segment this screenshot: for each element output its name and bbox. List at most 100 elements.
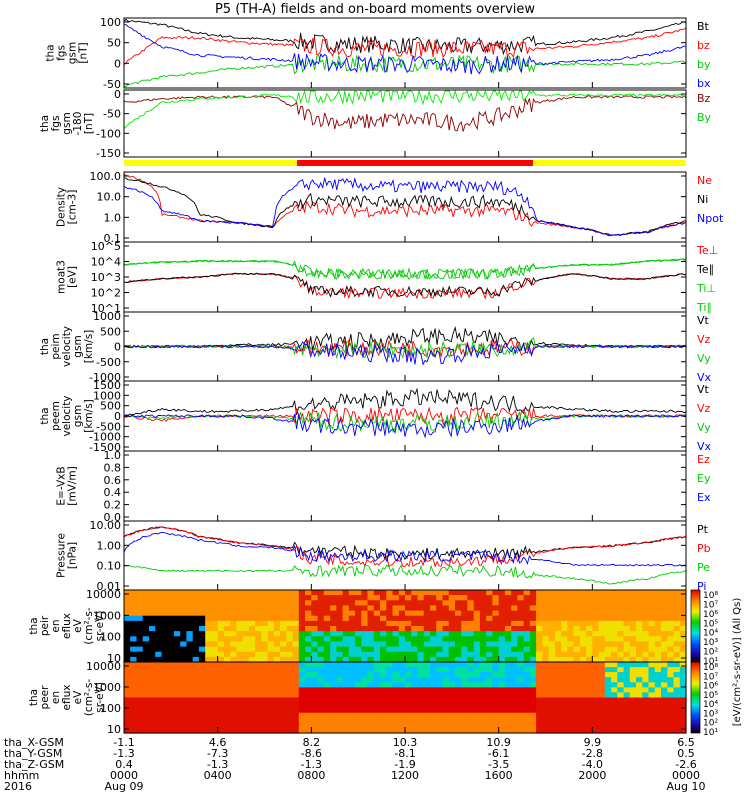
spectrogram-cell bbox=[667, 682, 675, 688]
spectrogram-cell bbox=[273, 707, 281, 714]
spectrogram-cell bbox=[130, 656, 137, 663]
spectrogram-cell bbox=[473, 712, 481, 719]
spectrogram-cell bbox=[167, 687, 175, 694]
spectrogram-cell bbox=[586, 631, 593, 637]
spectrogram-cell bbox=[130, 620, 137, 627]
spectrogram-cell bbox=[567, 615, 575, 622]
spectrogram-cell bbox=[330, 646, 337, 653]
spectrogram-cell bbox=[317, 595, 325, 601]
spectrogram-cell bbox=[367, 590, 375, 596]
spectrogram-cell bbox=[380, 667, 387, 673]
spectrogram-cell bbox=[592, 610, 600, 617]
spectrogram-cell bbox=[336, 595, 344, 601]
spectrogram-cell bbox=[636, 656, 643, 663]
spectrogram-cell bbox=[248, 707, 256, 714]
spectrogram-cell bbox=[149, 677, 156, 683]
spectrogram-cell bbox=[236, 595, 244, 601]
spectrogram-cell bbox=[192, 697, 200, 704]
spectrogram-cell bbox=[548, 707, 556, 714]
spectrogram-cell bbox=[642, 712, 650, 719]
spectrogram-cell bbox=[467, 620, 475, 627]
spectrogram-cell bbox=[323, 712, 331, 719]
bottom-tick-x: 10.9 bbox=[486, 736, 511, 749]
spectrogram-cell bbox=[492, 727, 500, 734]
spectrogram-cell bbox=[236, 722, 244, 729]
spectrogram-cell bbox=[261, 687, 269, 694]
spectrogram-cell bbox=[336, 641, 344, 648]
spectrogram-cell bbox=[592, 651, 600, 658]
spectrogram-cell bbox=[573, 682, 581, 688]
spectrogram-cell bbox=[442, 656, 450, 663]
spectrogram-cell bbox=[436, 610, 443, 617]
spectrogram-cell bbox=[592, 656, 600, 663]
spectrogram-cell bbox=[430, 692, 437, 699]
spectrogram-cell bbox=[186, 651, 194, 658]
spectrogram-cell bbox=[380, 610, 387, 617]
spectrogram-cell bbox=[267, 672, 275, 678]
spectrogram-cell bbox=[180, 712, 187, 719]
spectrogram-cell bbox=[186, 707, 194, 714]
spectrogram-cell bbox=[492, 692, 500, 699]
spectrogram-cell bbox=[336, 712, 344, 719]
spectrogram-cell bbox=[361, 631, 369, 637]
spectrogram-cell bbox=[367, 641, 375, 648]
spectrogram-cell bbox=[398, 636, 406, 642]
spectrogram-cell bbox=[205, 702, 212, 709]
y-label-line: [mV/m] bbox=[67, 466, 79, 505]
spectrogram-cell bbox=[230, 615, 237, 622]
spectrogram-cell bbox=[261, 600, 269, 606]
spectrogram-cell bbox=[186, 605, 194, 612]
spectrogram-cell bbox=[323, 692, 331, 699]
y-tick-label: 10.00 bbox=[90, 519, 122, 532]
spectrogram-cell bbox=[411, 610, 418, 617]
spectrogram-cell bbox=[198, 707, 206, 714]
spectrogram-cell bbox=[367, 717, 375, 724]
spectrogram-cell bbox=[436, 707, 443, 714]
spectrogram-cell bbox=[561, 672, 568, 678]
spectrogram-cell bbox=[386, 605, 394, 612]
spectrogram-cell bbox=[661, 692, 668, 699]
spectrogram-cell bbox=[198, 605, 206, 612]
spectrogram-cell bbox=[455, 600, 462, 606]
spectrogram-cell bbox=[629, 615, 637, 622]
spectrogram-cell bbox=[548, 651, 556, 658]
spectrogram-cell bbox=[642, 651, 650, 658]
spectrogram-cell bbox=[629, 646, 637, 653]
spectrogram-cell bbox=[255, 682, 262, 688]
spectrogram-cell bbox=[355, 595, 362, 601]
spectrogram-cell bbox=[136, 646, 144, 653]
spectrogram-cell bbox=[492, 615, 500, 622]
legend-vz: Vz bbox=[697, 402, 711, 415]
spectrogram-cell bbox=[348, 677, 356, 683]
spectrogram-cell bbox=[180, 707, 187, 714]
spectrogram-cell bbox=[292, 615, 300, 622]
spectrogram-cell bbox=[317, 610, 325, 617]
spectrogram-cell bbox=[455, 615, 462, 622]
spectrogram-cell bbox=[479, 626, 487, 632]
spectrogram-cell bbox=[636, 682, 643, 688]
spectrogram-cell bbox=[217, 600, 225, 606]
spectrogram-cell bbox=[217, 682, 225, 688]
spectrogram-cell bbox=[136, 600, 144, 606]
spectrogram-cell bbox=[198, 677, 206, 683]
spectrogram-cell bbox=[529, 610, 537, 617]
spectrogram-cell bbox=[223, 717, 231, 724]
spectrogram-cell bbox=[167, 610, 175, 617]
spectrogram-cell bbox=[255, 590, 262, 596]
spectrogram-cell bbox=[498, 707, 506, 714]
bottom-tick-x: -1.1 bbox=[113, 736, 135, 749]
spectrogram-cell bbox=[467, 712, 475, 719]
spectrogram-cell bbox=[417, 595, 425, 601]
spectrogram-cell bbox=[623, 702, 631, 709]
spectrogram-cell bbox=[579, 631, 587, 637]
spectrogram-cell bbox=[561, 662, 568, 668]
y-axis-label: E=-VxB[mV/m] bbox=[56, 466, 79, 505]
spectrogram-cell bbox=[573, 656, 581, 663]
spectrogram-cell bbox=[511, 672, 518, 678]
spectrogram-cell bbox=[498, 631, 506, 637]
spectrogram-cell bbox=[417, 702, 425, 709]
spectrogram-cell bbox=[174, 641, 181, 648]
bottom-tick-x: 8.2 bbox=[302, 736, 321, 749]
spectrogram-cell bbox=[392, 677, 400, 683]
spectrogram-cell bbox=[186, 615, 194, 622]
